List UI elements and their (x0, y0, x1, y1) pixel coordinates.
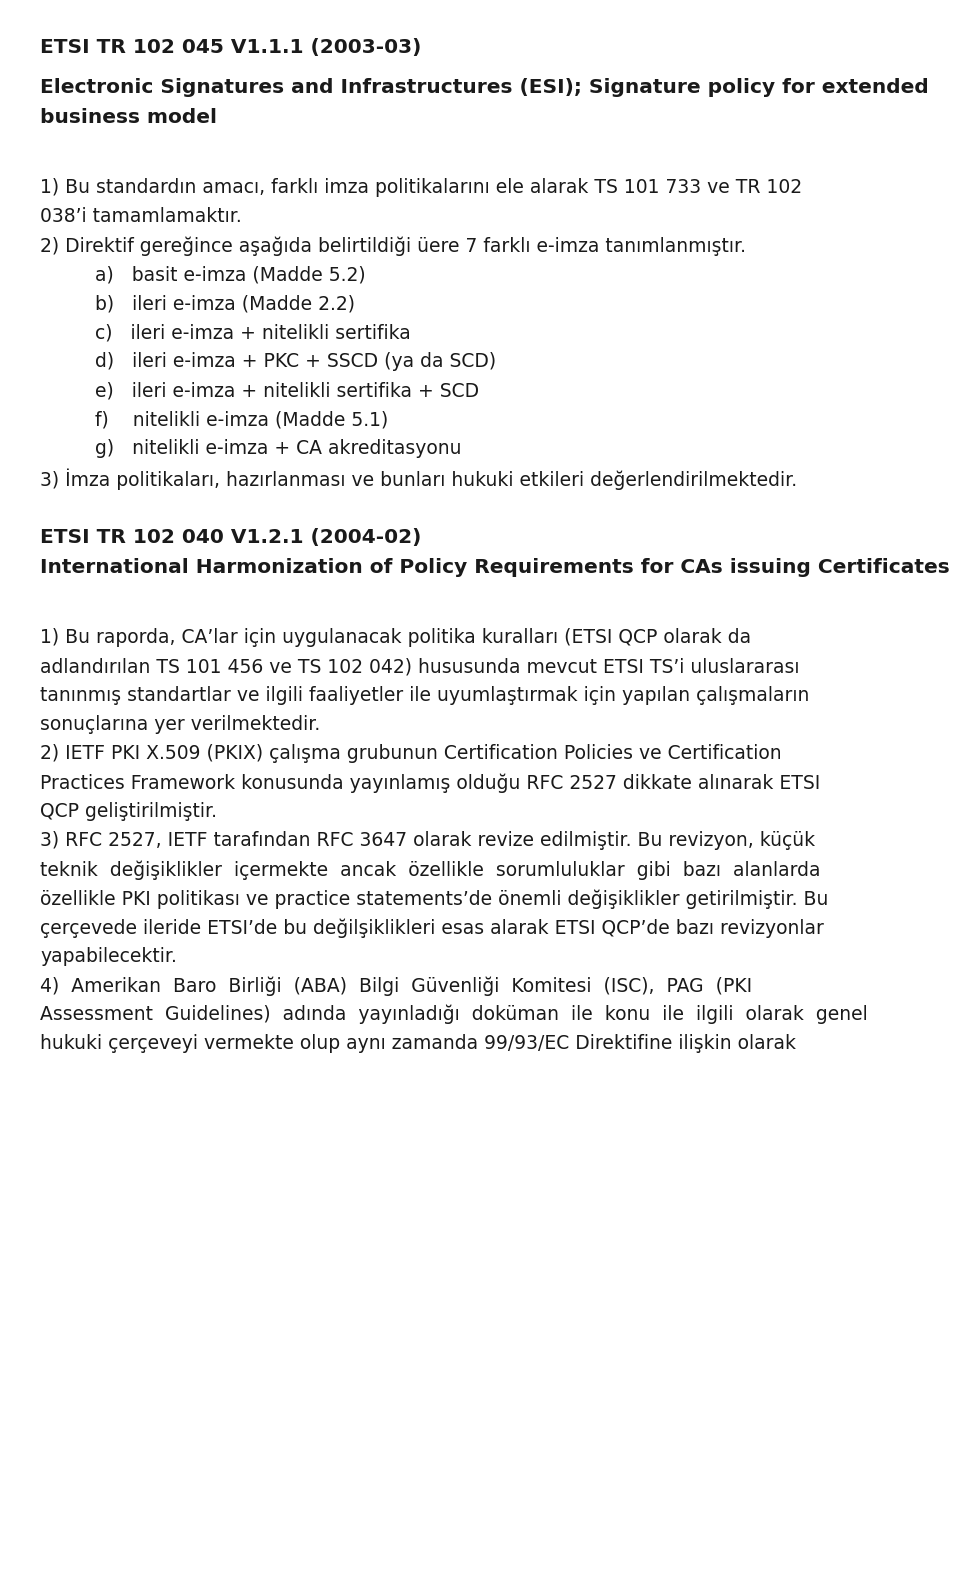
Text: d)   ileri e-imza + PKC + SSCD (ya da SCD): d) ileri e-imza + PKC + SSCD (ya da SCD) (95, 352, 496, 371)
Text: 1) Bu standardın amacı, farklı imza politikalarını ele alarak TS 101 733 ve TR 1: 1) Bu standardın amacı, farklı imza poli… (40, 179, 803, 198)
Text: 3) İmza politikaları, hazırlanması ve bunları hukuki etkileri değerlendirilmekte: 3) İmza politikaları, hazırlanması ve bu… (40, 469, 797, 489)
Text: QCP geliştirilmiştir.: QCP geliştirilmiştir. (40, 802, 217, 821)
Text: f)    nitelikli e-imza (Madde 5.1): f) nitelikli e-imza (Madde 5.1) (95, 410, 388, 429)
Text: özellikle PKI politikası ve practice statements’de önemli değişiklikler getirilm: özellikle PKI politikası ve practice sta… (40, 889, 828, 909)
Text: 2) Direktif gereğince aşağıda belirtildiği üere 7 farklı e-imza tanımlanmıştır.: 2) Direktif gereğince aşağıda belirtildi… (40, 236, 746, 255)
Text: ETSI TR 102 045 V1.1.1 (2003-03): ETSI TR 102 045 V1.1.1 (2003-03) (40, 38, 421, 57)
Text: 038’i tamamlamaktır.: 038’i tamamlamaktır. (40, 207, 242, 226)
Text: sonuçlarına yer verilmektedir.: sonuçlarına yer verilmektedir. (40, 716, 321, 733)
Text: teknik  değişiklikler  içermekte  ancak  özellikle  sorumluluklar  gibi  bazı  a: teknik değişiklikler içermekte ancak öze… (40, 861, 821, 880)
Text: g)   nitelikli e-imza + CA akreditasyonu: g) nitelikli e-imza + CA akreditasyonu (95, 438, 462, 457)
Text: hukuki çerçeveyi vermekte olup aynı zamanda 99/93/EC Direktifine ilişkin olarak: hukuki çerçeveyi vermekte olup aynı zama… (40, 1035, 796, 1054)
Text: adlandırılan TS 101 456 ve TS 102 042) hususunda mevcut ETSI TS’i uluslararası: adlandırılan TS 101 456 ve TS 102 042) h… (40, 657, 800, 676)
Text: Electronic Signatures and Infrastructures (ESI); Signature policy for extended: Electronic Signatures and Infrastructure… (40, 78, 928, 97)
Text: 2) IETF PKI X.509 (PKIX) çalışma grubunun Certification Policies ve Certificatio: 2) IETF PKI X.509 (PKIX) çalışma grubunu… (40, 744, 781, 764)
Text: tanınmış standartlar ve ilgili faaliyetler ile uyumlaştırmak için yapılan çalışm: tanınmış standartlar ve ilgili faaliyetl… (40, 685, 809, 705)
Text: Assessment  Guidelines)  adında  yayınladığı  doküman  ile  konu  ile  ilgili  o: Assessment Guidelines) adında yayınladığ… (40, 1004, 868, 1025)
Text: b)   ileri e-imza (Madde 2.2): b) ileri e-imza (Madde 2.2) (95, 293, 355, 312)
Text: c)   ileri e-imza + nitelikli sertifika: c) ileri e-imza + nitelikli sertifika (95, 324, 411, 343)
Text: a)   basit e-imza (Madde 5.2): a) basit e-imza (Madde 5.2) (95, 265, 366, 284)
Text: 4)  Amerikan  Baro  Birliği  (ABA)  Bilgi  Güvenliği  Komitesi  (ISC),  PAG  (PK: 4) Amerikan Baro Birliği (ABA) Bilgi Güv… (40, 976, 752, 996)
Text: International Harmonization of Policy Requirements for CAs issuing Certificates: International Harmonization of Policy Re… (40, 558, 949, 577)
Text: yapabilecektir.: yapabilecektir. (40, 947, 177, 966)
Text: ETSI TR 102 040 V1.2.1 (2004-02): ETSI TR 102 040 V1.2.1 (2004-02) (40, 528, 421, 547)
Text: Practices Framework konusunda yayınlamış olduğu RFC 2527 dikkate alınarak ETSI: Practices Framework konusunda yayınlamış… (40, 773, 820, 792)
Text: e)   ileri e-imza + nitelikli sertifika + SCD: e) ileri e-imza + nitelikli sertifika + … (95, 381, 479, 400)
Text: çerçevede ileride ETSI’de bu değilşiklikleri esas alarak ETSI QCP’de bazı revizy: çerçevede ileride ETSI’de bu değilşiklik… (40, 918, 824, 937)
Text: 3) RFC 2527, IETF tarafından RFC 3647 olarak revize edilmiştir. Bu revizyon, küç: 3) RFC 2527, IETF tarafından RFC 3647 ol… (40, 830, 815, 850)
Text: 1) Bu raporda, CA’lar için uygulanacak politika kuralları (ETSI QCP olarak da: 1) Bu raporda, CA’lar için uygulanacak p… (40, 628, 751, 647)
Text: business model: business model (40, 108, 217, 128)
